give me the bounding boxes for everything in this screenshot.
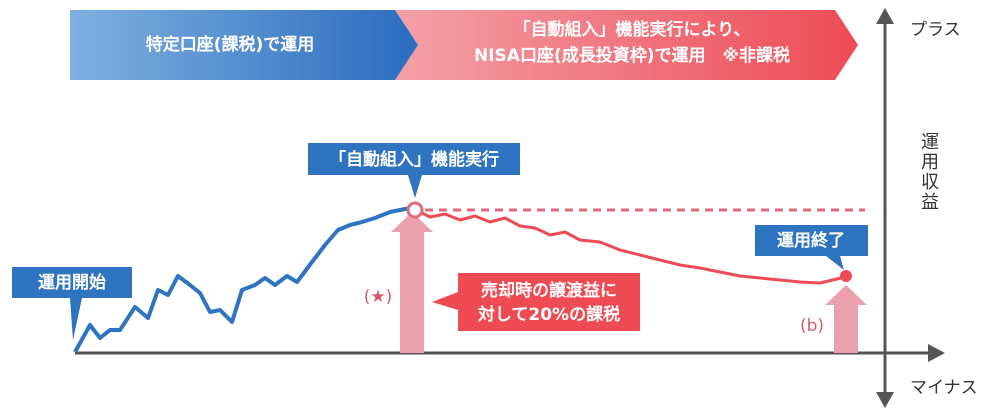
arrow bbox=[876, 392, 894, 408]
end-point bbox=[840, 270, 852, 282]
arrow bbox=[928, 344, 945, 362]
banner-right-text: NISA口座(成長投資枠)で運用 ※非課税 bbox=[474, 45, 790, 66]
tax-text: 対して20%の課税 bbox=[477, 304, 620, 325]
label-b: (b) bbox=[800, 316, 824, 336]
banner-right-text: 「自動組入」機能実行により、 bbox=[514, 19, 751, 40]
callout-start bbox=[12, 267, 132, 298]
tax-text: 売却時の譲渡益に bbox=[481, 280, 617, 301]
callout-text: 「自動組入」機能実行 bbox=[329, 149, 499, 170]
axis-bottom: マイナス bbox=[910, 378, 978, 398]
banner-left bbox=[70, 10, 418, 80]
banner-left-text: 特定口座(課税)で運用 bbox=[146, 34, 315, 55]
pointer bbox=[432, 292, 458, 310]
callout-end bbox=[755, 225, 868, 256]
peak-point bbox=[406, 201, 424, 219]
banner-right bbox=[395, 10, 858, 80]
red-line bbox=[419, 210, 846, 285]
blue-line bbox=[73, 206, 411, 353]
axis-top: プラス bbox=[910, 20, 961, 40]
tax-box bbox=[458, 273, 640, 331]
axis-side: 運用収益 bbox=[918, 132, 939, 212]
callout-peak bbox=[308, 143, 520, 175]
pointer bbox=[408, 175, 422, 198]
pointer bbox=[70, 298, 82, 340]
pink-arrow bbox=[825, 285, 867, 353]
pink-arrow bbox=[391, 212, 433, 353]
arrow bbox=[876, 8, 894, 24]
pointer bbox=[826, 256, 844, 270]
label-star: (★) bbox=[364, 287, 393, 307]
callout-text: 運用開始 bbox=[38, 272, 106, 293]
callout-text: 運用終了 bbox=[777, 230, 845, 251]
